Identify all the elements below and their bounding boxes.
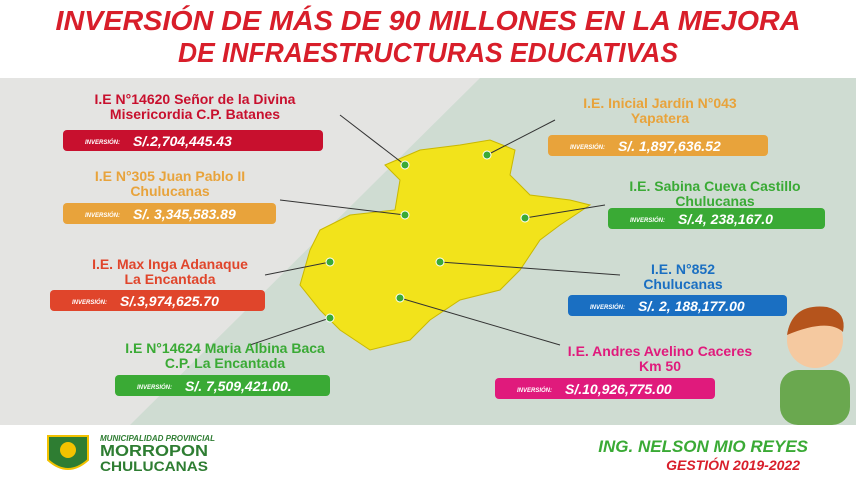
leader-line (279, 199, 406, 216)
leader-line (439, 261, 621, 276)
amount-box (608, 208, 825, 229)
title-line: INVERSIÓN DE MÁS DE 90 MILLONES EN LA ME… (56, 5, 801, 36)
school-name: Chulucanas (643, 276, 723, 292)
map-dot (435, 257, 445, 267)
org-line: MUNICIPALIDAD PROVINCIAL (100, 434, 215, 443)
amount-box (568, 295, 787, 316)
map-dot (520, 213, 530, 223)
map (299, 139, 592, 351)
school-name: I.E N°14620 Señor de la Divina (95, 91, 296, 107)
mascot-body (780, 370, 850, 425)
amount-box (115, 375, 330, 396)
mascot (780, 306, 850, 425)
leader-line (249, 317, 331, 346)
amount-box (63, 203, 276, 224)
signature-term: GESTIÓN 2019-2022 (666, 456, 800, 473)
amount-box (495, 378, 715, 399)
amount-label: INVERSIÓN: (85, 212, 120, 219)
amount-label: INVERSIÓN: (517, 387, 552, 394)
amount-label: INVERSIÓN: (590, 304, 625, 311)
amount: S/.4, 238,167.0 (678, 211, 773, 227)
amount: S/. 3,345,583.89 (133, 206, 236, 222)
map-dot (482, 150, 492, 160)
school-name: I.E. Sabina Cueva Castillo (629, 178, 800, 194)
amount-label: INVERSIÓN: (137, 384, 172, 391)
amount: S/. 2, 188,177.00 (638, 298, 745, 314)
school-name: I.E. Andres Avelino Caceres (568, 343, 753, 359)
school-name: I.E. Max Inga Adanaque (92, 256, 248, 272)
school-name: Misericordia C.P. Batanes (110, 106, 280, 122)
amount-label: INVERSIÓN: (85, 139, 120, 146)
school-name: I.E N°305 Juan Pablo II (95, 168, 245, 184)
footer-band (0, 425, 856, 481)
leader-line (339, 114, 406, 166)
amount-label: INVERSIÓN: (570, 144, 605, 151)
leader-line (399, 297, 561, 346)
school-name: La Encantada (124, 271, 215, 287)
school-name: Chulucanas (130, 183, 210, 199)
map-dot (395, 293, 405, 303)
map-dot (400, 210, 410, 220)
amount-box (50, 290, 265, 311)
map-dot (325, 257, 335, 267)
school-name: I.E. N°852 (651, 261, 715, 277)
map-dot (400, 160, 410, 170)
items: I.E N°14620 Señor de la DivinaMisericord… (50, 91, 825, 399)
amount-box (548, 135, 768, 156)
amount-label: INVERSIÓN: (72, 299, 107, 306)
map-dot (325, 313, 335, 323)
amount-label: INVERSIÓN: (630, 217, 665, 224)
amount: S/.2,704,445.43 (133, 133, 232, 149)
school-name: I.E. Inicial Jardín N°043 (583, 95, 737, 111)
signature-name: ING. NELSON MIO REYES (598, 437, 808, 456)
school-name: C.P. La Encantada (165, 355, 286, 371)
school-name: I.E N°14624 Maria Albina Baca (125, 340, 325, 356)
amount-box (63, 130, 323, 151)
amount: S/. 7,509,421.00. (185, 378, 292, 394)
leader-line (264, 261, 331, 276)
school-name: Km 50 (639, 358, 681, 374)
leader-line (486, 119, 556, 156)
title-line: DE INFRAESTRUCTURAS EDUCATIVAS (178, 37, 678, 68)
mascot-hair (787, 306, 844, 335)
school-name: Chulucanas (675, 193, 755, 209)
leader-line (524, 204, 606, 219)
logo-sun (60, 442, 76, 458)
amount: S/.10,926,775.00 (565, 381, 672, 397)
amount: S/.3,974,625.70 (120, 293, 219, 309)
org-line: CHULUCANAS (100, 458, 208, 474)
amount: S/. 1,897,636.52 (618, 138, 721, 154)
school-name: Yapatera (631, 110, 690, 126)
org-line: MORROPON (100, 443, 208, 460)
